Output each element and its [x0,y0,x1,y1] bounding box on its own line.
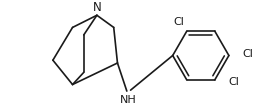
Text: NH: NH [119,95,136,105]
Text: Cl: Cl [242,49,253,59]
Text: Cl: Cl [228,77,239,87]
Text: N: N [93,1,101,14]
Text: Cl: Cl [173,16,184,27]
